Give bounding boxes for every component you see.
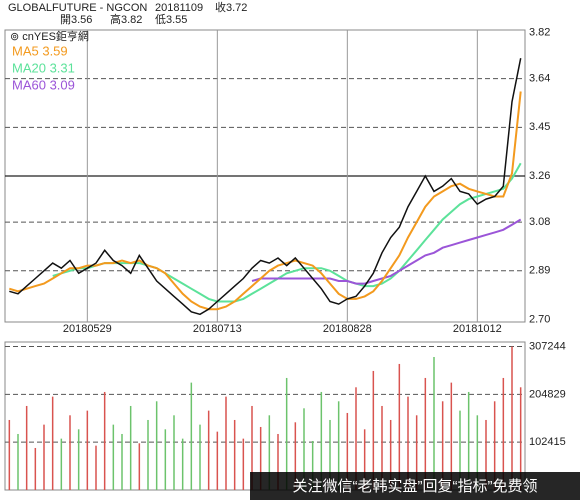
price-line [9, 58, 522, 316]
date: 20181109 [155, 2, 203, 14]
legend-entry: MA20 3.31 [12, 60, 75, 75]
y-tick-label: 3.08 [529, 216, 550, 228]
volume-panel [4, 341, 526, 491]
y-tick-label: 3.82 [529, 26, 550, 38]
legend-entry: MA60 3.09 [12, 77, 75, 92]
watermark-bg [250, 472, 580, 500]
symbol: GLOBALFUTURE - NGCON [8, 2, 147, 14]
x-tick-label: 20180713 [193, 323, 242, 335]
x-tick-label: 20181012 [453, 323, 502, 335]
y-tick-label: 3.26 [529, 170, 550, 182]
open: 開3.56 [60, 13, 92, 26]
x-tick-label: 20180529 [63, 323, 112, 335]
y-tick-label: 2.70 [529, 313, 550, 325]
legend-entry: MA5 3.59 [12, 43, 68, 58]
y-tick-label: 3.45 [529, 121, 550, 133]
price-line [9, 91, 522, 311]
source: ⊚ cnYES鉅亨網 [10, 29, 89, 43]
price-line [251, 218, 522, 285]
y-tick-label: 307244 [529, 340, 566, 352]
y-tick-label: 2.89 [529, 265, 550, 277]
watermark: 关注微信“老韩实盘”回复“指标”免费领 [293, 477, 538, 495]
y-tick-label: 102415 [529, 436, 566, 448]
y-tick-label: 3.64 [529, 73, 550, 85]
y-tick-label: 204829 [529, 388, 566, 400]
high: 高3.82 [110, 12, 142, 26]
x-tick-label: 20180828 [323, 323, 372, 335]
low: 低3.55 [155, 13, 187, 26]
close: 收3.72 [215, 0, 247, 14]
